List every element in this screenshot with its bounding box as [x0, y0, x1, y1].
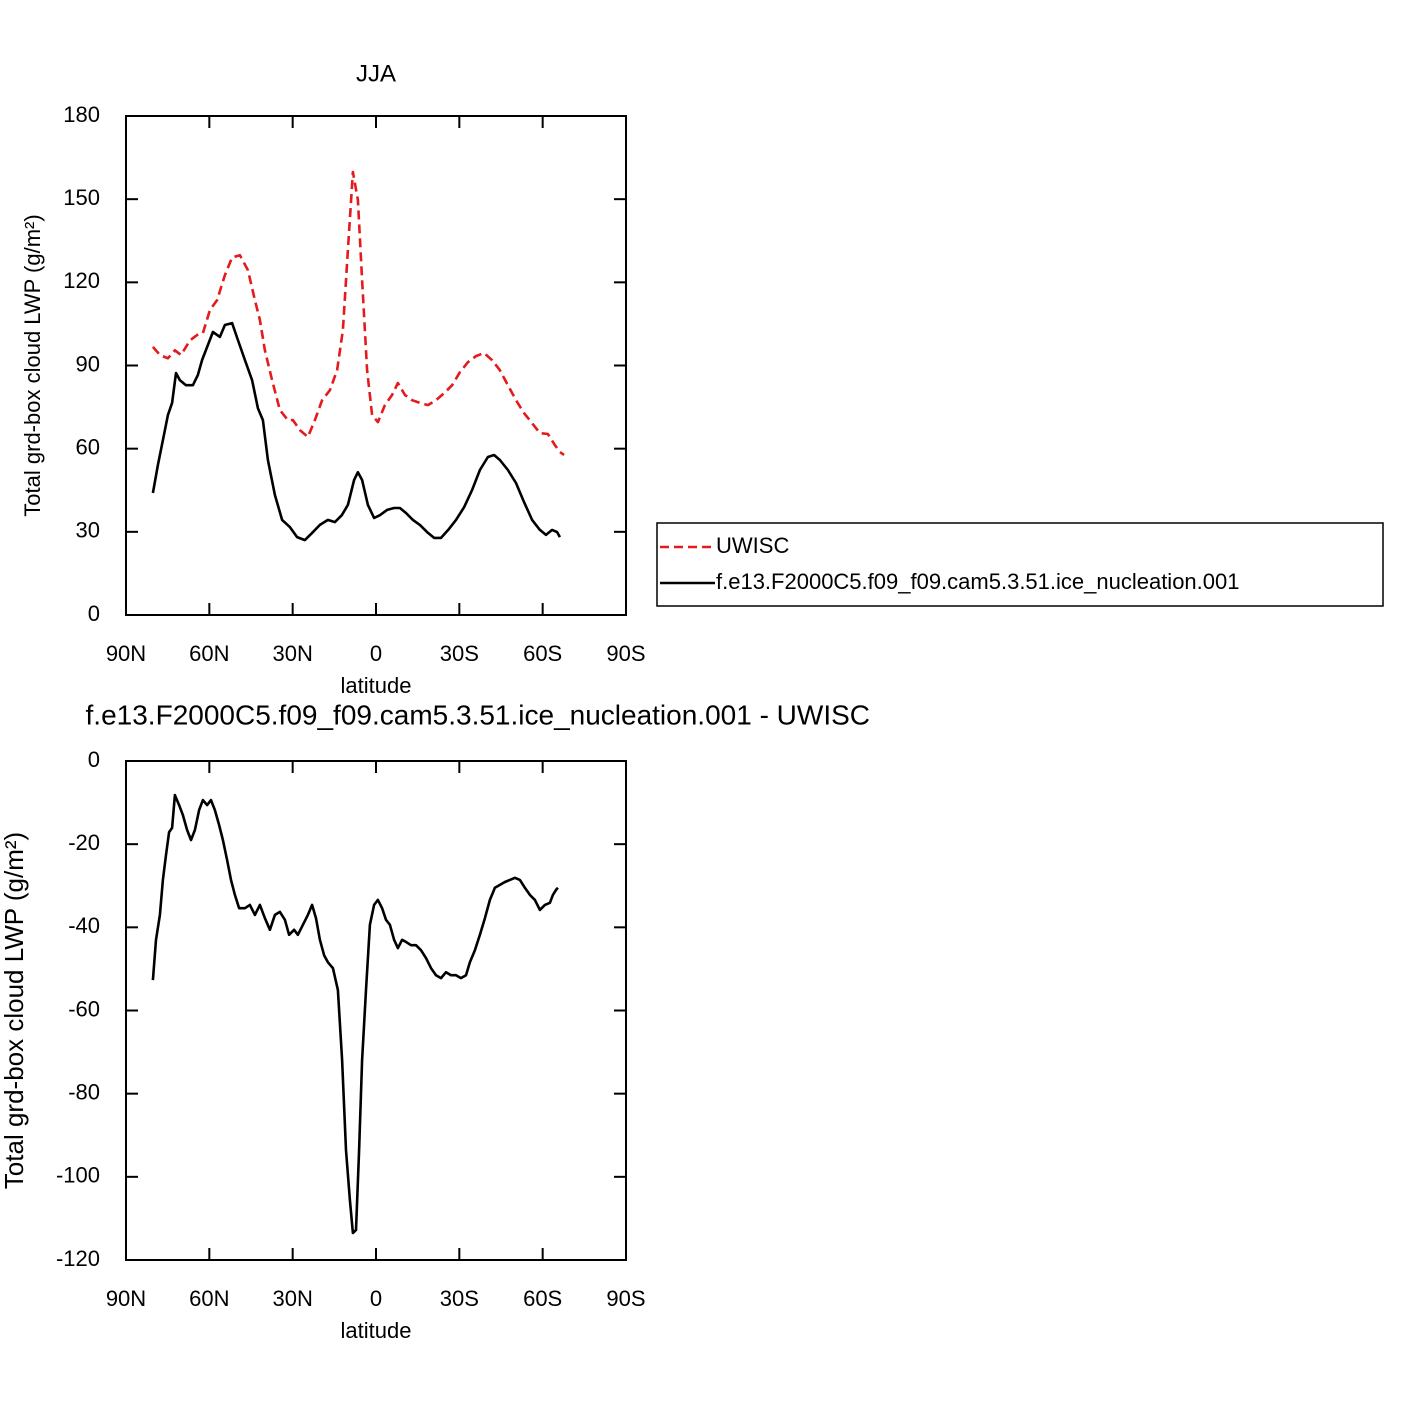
chart-title: f.e13.F2000C5.f09_f09.cam5.3.51.ice_nucl…: [86, 699, 870, 730]
legend-label: f.e13.F2000C5.f09_f09.cam5.3.51.ice_nucl…: [716, 569, 1240, 594]
x-tick-label: 90N: [106, 641, 146, 666]
x-tick-label: 30N: [272, 1286, 312, 1311]
data-line: [151, 170, 565, 457]
x-axis-label: latitude: [341, 673, 412, 698]
data-line: [151, 793, 559, 1235]
x-tick-label: 90S: [606, 1286, 645, 1311]
x-tick-label: 0: [370, 641, 382, 666]
chart-title: JJA: [356, 60, 396, 87]
x-tick-label: 90S: [606, 641, 645, 666]
y-tick-label: 0: [88, 747, 100, 772]
y-tick-label: -40: [68, 913, 100, 938]
y-tick-label: -80: [68, 1079, 100, 1104]
y-tick-label: 150: [63, 185, 100, 210]
data-line: [151, 321, 562, 542]
x-tick-label: 30S: [440, 1286, 479, 1311]
x-tick-label: 60N: [189, 1286, 229, 1311]
y-tick-label: 0: [88, 601, 100, 626]
legend-label: UWISC: [716, 533, 789, 558]
y-tick-label: -20: [68, 830, 100, 855]
x-tick-label: 90N: [106, 1286, 146, 1311]
y-tick-label: 90: [76, 351, 100, 376]
x-tick-label: 60S: [523, 641, 562, 666]
y-axis-label: Total grd-box cloud LWP (g/m²): [20, 214, 45, 516]
x-tick-label: 30N: [272, 641, 312, 666]
y-tick-label: -100: [56, 1163, 100, 1188]
y-tick-label: 180: [63, 102, 100, 127]
y-tick-label: -120: [56, 1246, 100, 1271]
y-axis-label: Total grd-box cloud LWP (g/m²): [0, 832, 29, 1189]
x-tick-label: 30S: [440, 641, 479, 666]
y-tick-label: 120: [63, 268, 100, 293]
y-tick-label: 30: [76, 518, 100, 543]
x-tick-label: 60S: [523, 1286, 562, 1311]
y-axis-label-clip: Total grd-box cloud LWP (g/m²): [0, 832, 29, 1189]
x-tick-label: 60N: [189, 641, 229, 666]
x-tick-label: 0: [370, 1286, 382, 1311]
plot-frame: [125, 760, 627, 1261]
y-tick-label: -60: [68, 996, 100, 1021]
x-axis-label: latitude: [341, 1318, 412, 1343]
y-tick-label: 60: [76, 434, 100, 459]
legend-box: [656, 522, 1384, 607]
